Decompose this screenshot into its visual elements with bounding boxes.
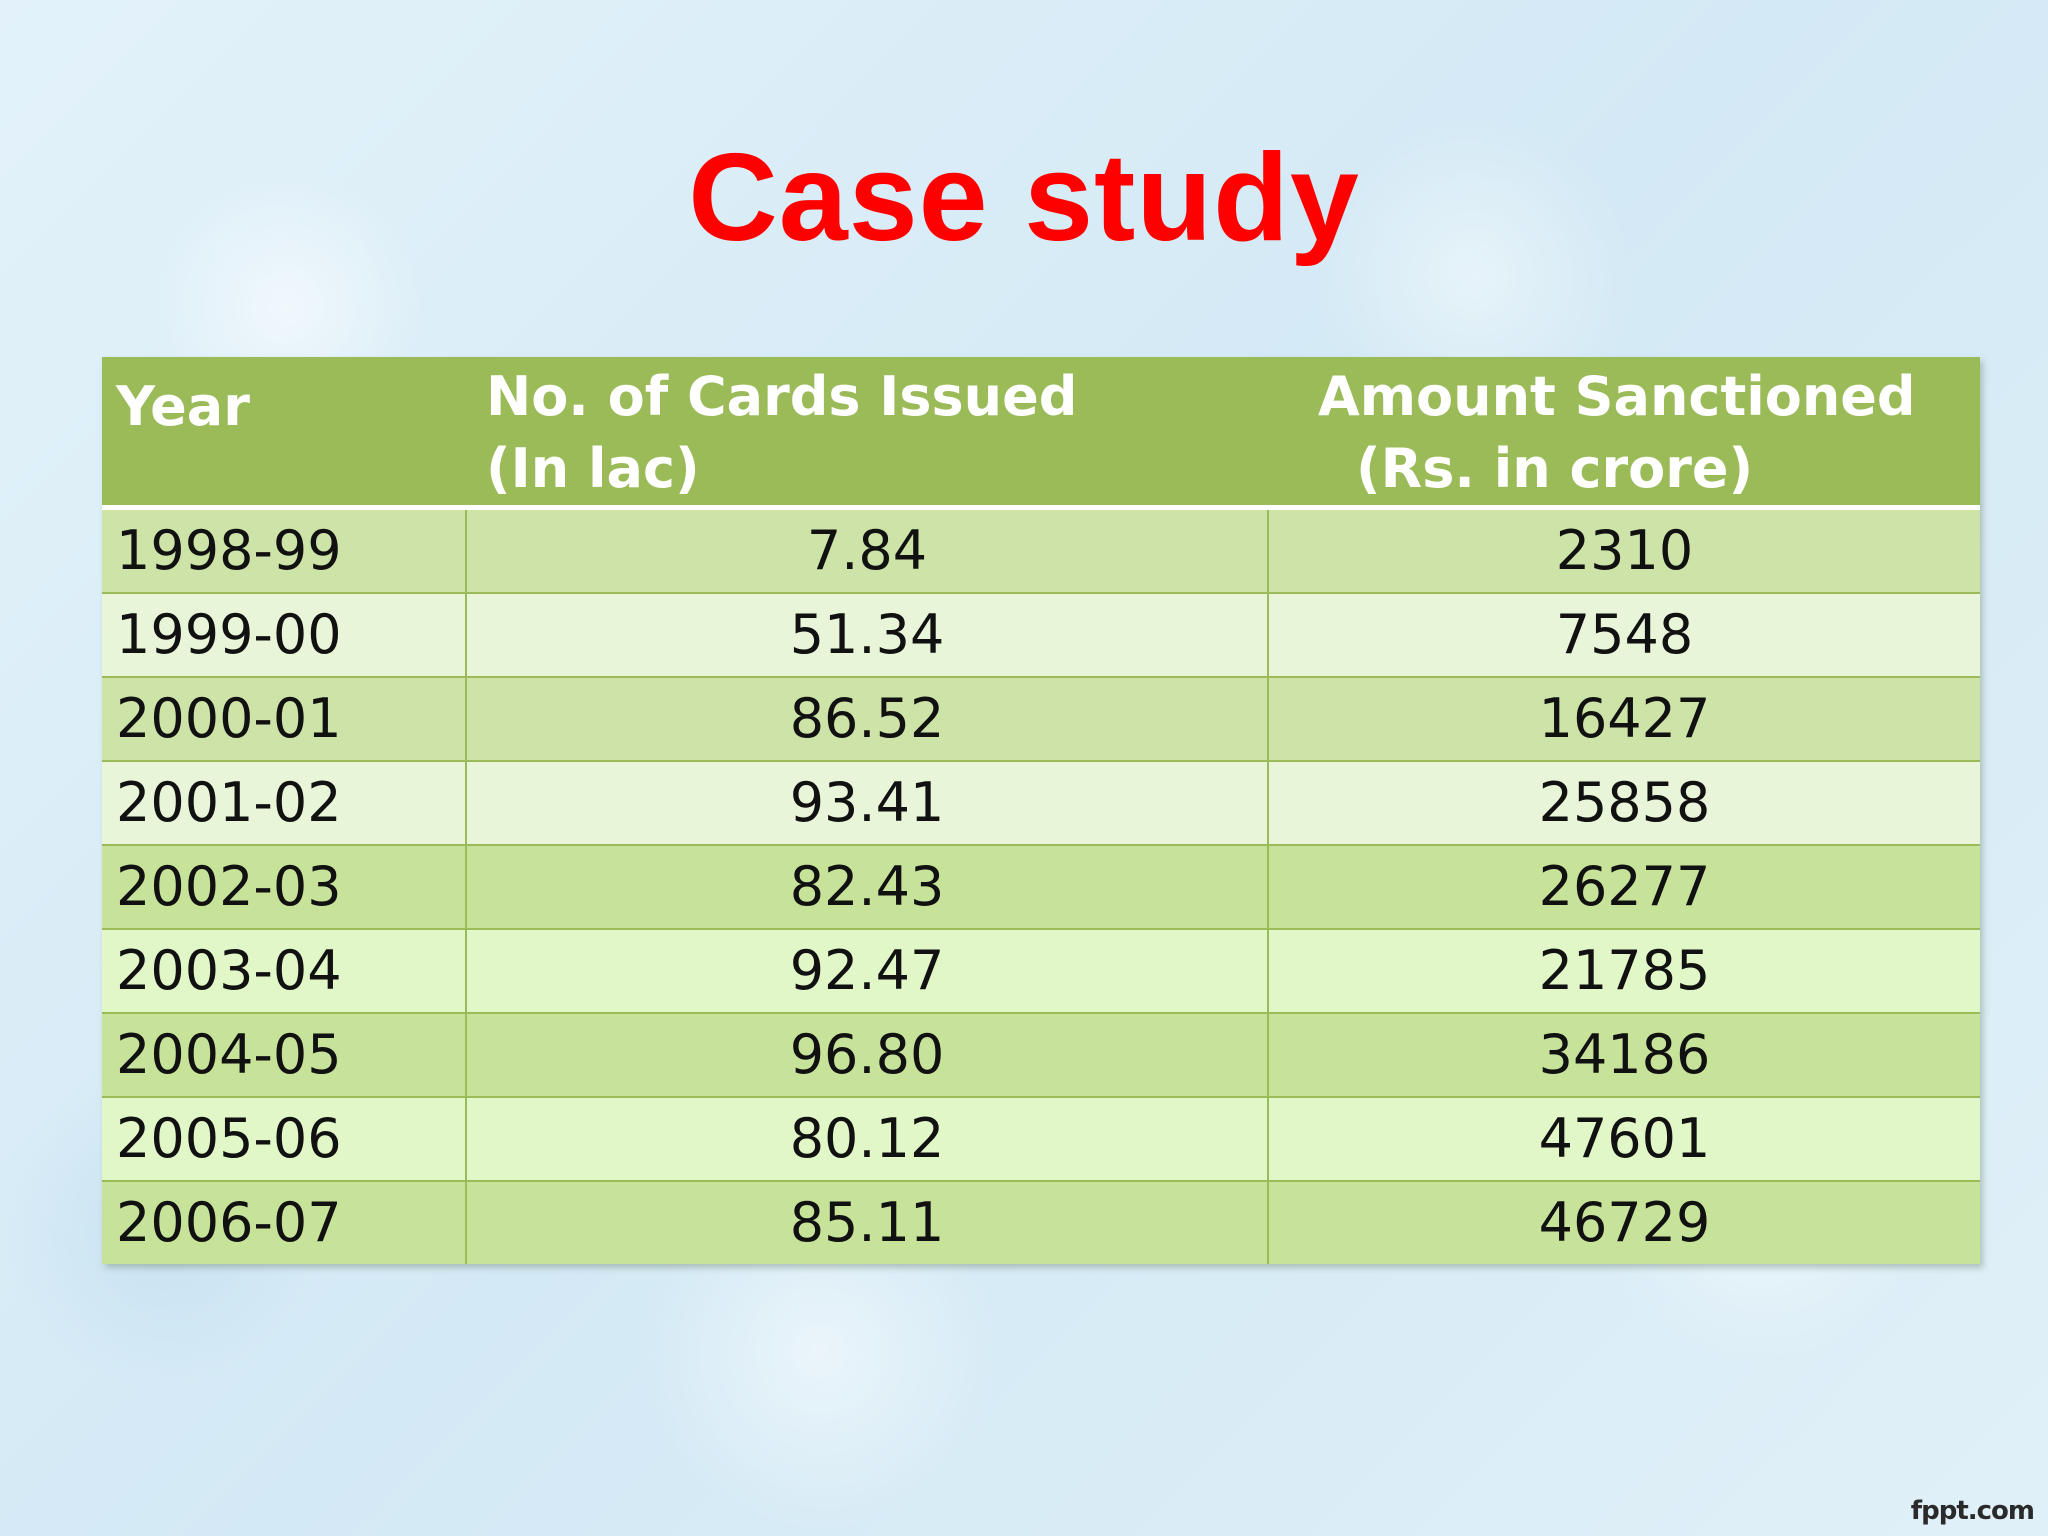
cell-year: 2001-02 (102, 760, 467, 845)
cell-year: 1998-99 (102, 506, 467, 593)
table-row: 2006-07 85.11 46729 (102, 1180, 1980, 1264)
cell-cards: 86.52 (466, 676, 1269, 761)
cell-amount: 34186 (1268, 1012, 1980, 1097)
cell-year: 2000-01 (102, 676, 467, 761)
cell-amount: 46729 (1268, 1180, 1980, 1264)
cell-year: 2006-07 (102, 1180, 467, 1264)
cell-cards: 85.11 (466, 1180, 1269, 1264)
cell-amount: 25858 (1268, 760, 1980, 845)
header-cards-line1: No. of Cards Issued (486, 365, 1078, 428)
cell-year: 2004-05 (102, 1012, 467, 1097)
header-amount-line2: (Rs. in crore) (1356, 437, 1754, 500)
table-body: 1998-99 7.84 2310 1999-00 51.34 7548 200… (102, 506, 1980, 1264)
cell-year: 2003-04 (102, 928, 467, 1013)
header-amount-line1: Amount Sanctioned (1318, 365, 1916, 428)
table-row: 2004-05 96.80 34186 (102, 1012, 1980, 1097)
cell-cards: 92.47 (466, 928, 1269, 1013)
cell-cards: 80.12 (466, 1096, 1269, 1181)
cell-amount: 16427 (1268, 676, 1980, 761)
cell-cards: 7.84 (466, 506, 1269, 593)
header-amount-sanctioned: Amount Sanctioned (Rs. in crore) (1268, 357, 1980, 510)
cell-amount: 2310 (1268, 506, 1980, 593)
data-table: Year No. of Cards Issued (In lac) Amount… (102, 357, 1980, 1264)
slide-title: Case study (688, 129, 1360, 267)
cell-cards: 96.80 (466, 1012, 1269, 1097)
header-year: Year (102, 357, 466, 510)
cell-cards: 93.41 (466, 760, 1269, 845)
cell-cards: 51.34 (466, 592, 1269, 677)
table-row: 2001-02 93.41 25858 (102, 760, 1980, 845)
header-cards-issued: No. of Cards Issued (In lac) (466, 357, 1268, 510)
cell-year: 2002-03 (102, 844, 467, 929)
cell-amount: 21785 (1268, 928, 1980, 1013)
table-row: 2005-06 80.12 47601 (102, 1096, 1980, 1181)
data-table-container: Year No. of Cards Issued (In lac) Amount… (102, 357, 1980, 1264)
cell-amount: 7548 (1268, 592, 1980, 677)
cell-cards: 82.43 (466, 844, 1269, 929)
cell-year: 2005-06 (102, 1096, 467, 1181)
table-row: 2002-03 82.43 26277 (102, 844, 1980, 929)
header-cards-line2: (In lac) (486, 437, 700, 500)
cell-amount: 47601 (1268, 1096, 1980, 1181)
header-row: Year No. of Cards Issued (In lac) Amount… (102, 357, 1980, 510)
cell-amount: 26277 (1268, 844, 1980, 929)
table-row: 1998-99 7.84 2310 (102, 506, 1980, 593)
header-year-label: Year (116, 375, 250, 438)
table-header: Year No. of Cards Issued (In lac) Amount… (102, 357, 1980, 510)
cell-year: 1999-00 (102, 592, 467, 677)
table-row: 2000-01 86.52 16427 (102, 676, 1980, 761)
fppt-watermark: fppt.com (1910, 1496, 2035, 1526)
table-row: 1999-00 51.34 7548 (102, 592, 1980, 677)
table-row: 2003-04 92.47 21785 (102, 928, 1980, 1013)
